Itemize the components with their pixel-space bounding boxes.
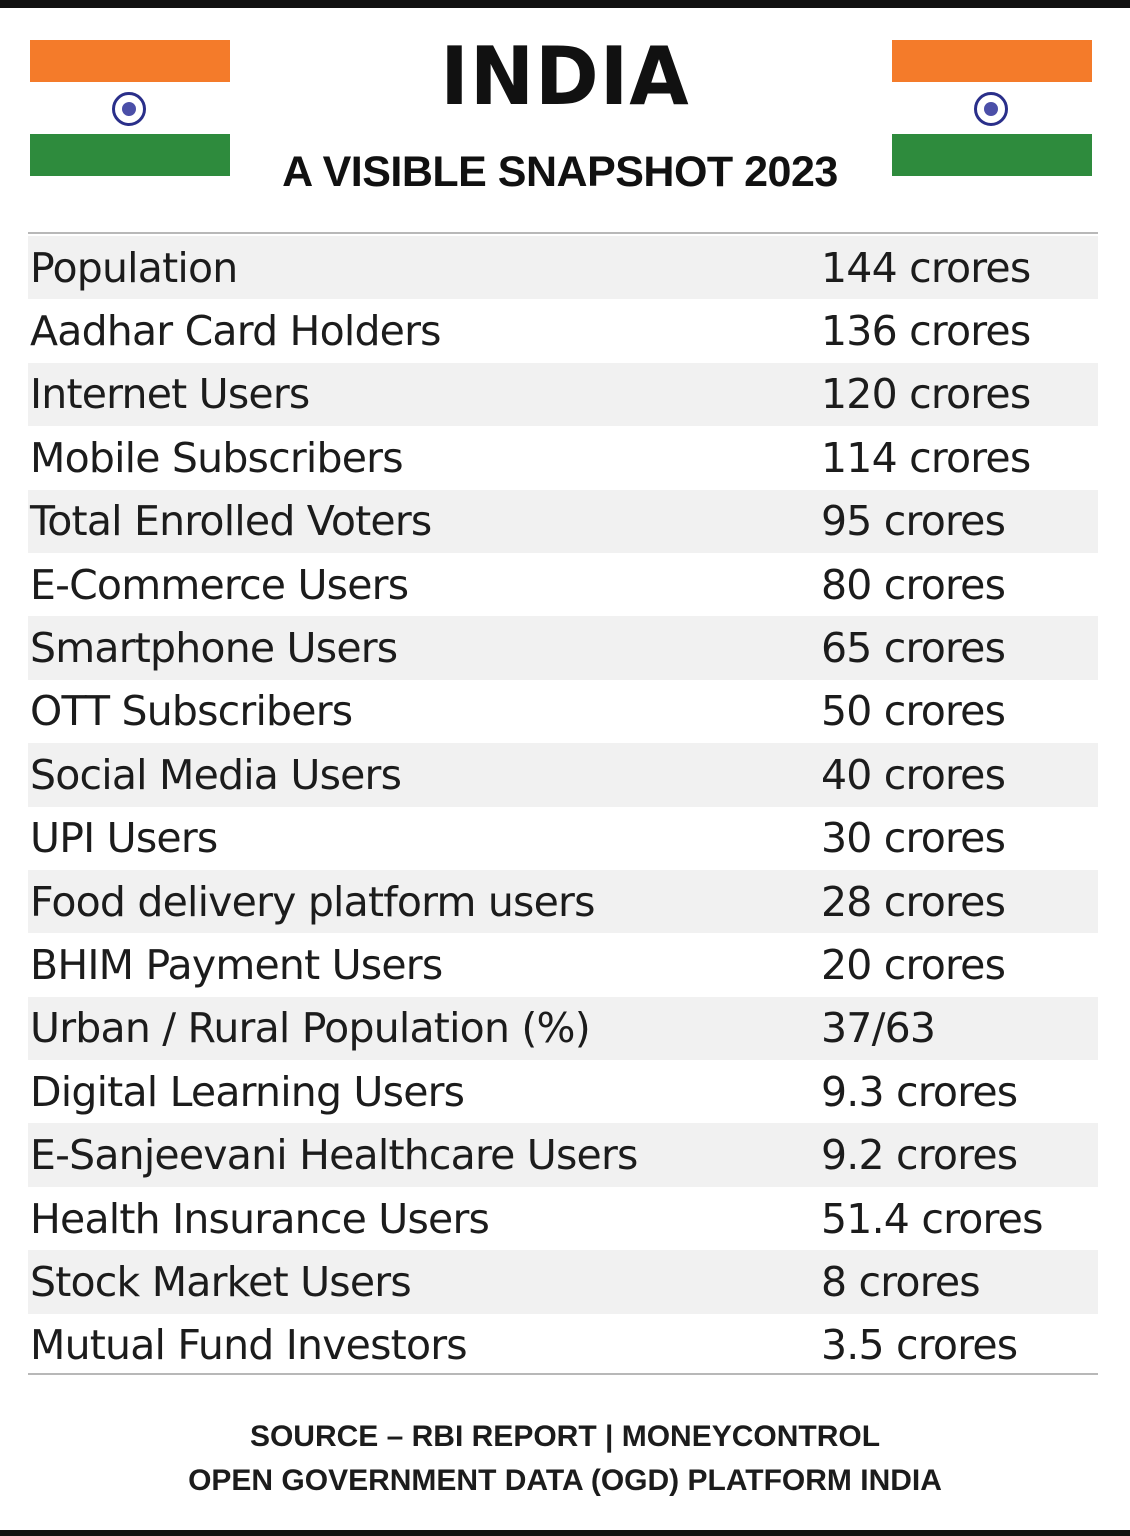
top-border <box>0 0 1130 8</box>
row-label: Digital Learning Users <box>30 1067 465 1116</box>
flag-saffron-band <box>892 40 1092 82</box>
stats-table: Population 144 crores Aadhar Card Holder… <box>28 236 1098 1378</box>
row-label: OTT Subscribers <box>30 687 353 736</box>
table-row: Urban / Rural Population (%) 37/63 <box>28 996 1098 1061</box>
table-row: E-Commerce Users 80 crores <box>28 552 1098 617</box>
table-row: Digital Learning Users 9.3 crores <box>28 1060 1098 1124</box>
table-row: UPI Users 30 crores <box>28 806 1098 870</box>
page-title: INDIA <box>440 30 690 123</box>
table-row: Social Media Users 40 crores <box>28 743 1098 807</box>
row-value: 114 crores <box>821 433 1031 482</box>
row-value: 20 crores <box>821 940 1006 989</box>
page-subtitle: A VISIBLE SNAPSHOT 2023 <box>282 148 838 196</box>
row-value: 28 crores <box>821 877 1006 926</box>
source-line-1: SOURCE – RBI REPORT | MONEYCONTROL <box>249 1420 881 1453</box>
row-value: 37/63 <box>821 1004 936 1053</box>
table-row: Aadhar Card Holders 136 crores <box>28 299 1098 363</box>
source-line-2: OPEN GOVERNMENT DATA (OGD) PLATFORM INDI… <box>188 1464 942 1497</box>
ashoka-chakra-icon <box>974 92 1008 126</box>
row-value: 30 crores <box>821 814 1006 863</box>
row-label: Population <box>30 243 238 292</box>
flag-saffron-band <box>30 40 230 82</box>
row-value: 8 crores <box>821 1257 981 1306</box>
row-label: Total Enrolled Voters <box>30 497 432 546</box>
row-label: E-Sanjeevani Healthcare Users <box>30 1131 638 1180</box>
table-row: Population 144 crores <box>28 236 1098 300</box>
row-value: 40 crores <box>821 750 1006 799</box>
row-label: Stock Market Users <box>30 1257 412 1306</box>
bottom-border <box>0 1530 1130 1536</box>
table-row: Internet Users 120 crores <box>28 362 1098 427</box>
row-label: E-Commerce Users <box>30 560 409 609</box>
row-value: 80 crores <box>821 560 1006 609</box>
row-label: Social Media Users <box>30 750 402 799</box>
table-row: BHIM Payment Users 20 crores <box>28 933 1098 997</box>
table-row: Food delivery platform users 28 crores <box>28 869 1098 934</box>
table-row: Mutual Fund Investors 3.5 crores <box>28 1313 1098 1378</box>
row-label: Smartphone Users <box>30 624 398 673</box>
table-row: E-Sanjeevani Healthcare Users 9.2 crores <box>28 1123 1098 1187</box>
table-row: Mobile Subscribers 114 crores <box>28 426 1098 490</box>
india-flag-right-icon <box>892 40 1092 176</box>
flag-green-band <box>30 134 230 176</box>
table-row: Stock Market Users 8 crores <box>28 1250 1098 1314</box>
row-value: 95 crores <box>821 497 1006 546</box>
row-label: UPI Users <box>30 814 218 863</box>
flag-green-band <box>892 134 1092 176</box>
row-value: 9.3 crores <box>821 1067 1018 1116</box>
row-label: Urban / Rural Population (%) <box>30 1004 591 1053</box>
row-value: 136 crores <box>821 307 1031 356</box>
row-label: Food delivery platform users <box>30 877 595 926</box>
row-value: 144 crores <box>821 243 1031 292</box>
row-label: Mobile Subscribers <box>30 433 404 482</box>
row-value: 9.2 crores <box>821 1131 1018 1180</box>
row-value: 51.4 crores <box>821 1194 1043 1243</box>
row-value: 50 crores <box>821 687 1006 736</box>
table-row: OTT Subscribers 50 crores <box>28 679 1098 744</box>
ashoka-chakra-icon <box>112 92 146 126</box>
row-value: 120 crores <box>821 370 1031 419</box>
row-label: BHIM Payment Users <box>30 940 443 989</box>
row-label: Aadhar Card Holders <box>30 307 442 356</box>
table-bottom-rule <box>28 1373 1098 1375</box>
table-row: Total Enrolled Voters 95 crores <box>28 489 1098 553</box>
india-flag-left-icon <box>30 40 230 176</box>
table-top-rule <box>28 232 1098 234</box>
row-label: Internet Users <box>30 370 310 419</box>
row-label: Health Insurance Users <box>30 1194 490 1243</box>
row-value: 65 crores <box>821 624 1006 673</box>
row-label: Mutual Fund Investors <box>30 1321 468 1370</box>
row-value: 3.5 crores <box>821 1321 1018 1370</box>
table-row: Smartphone Users 65 crores <box>28 616 1098 680</box>
table-row: Health Insurance Users 51.4 crores <box>28 1186 1098 1251</box>
